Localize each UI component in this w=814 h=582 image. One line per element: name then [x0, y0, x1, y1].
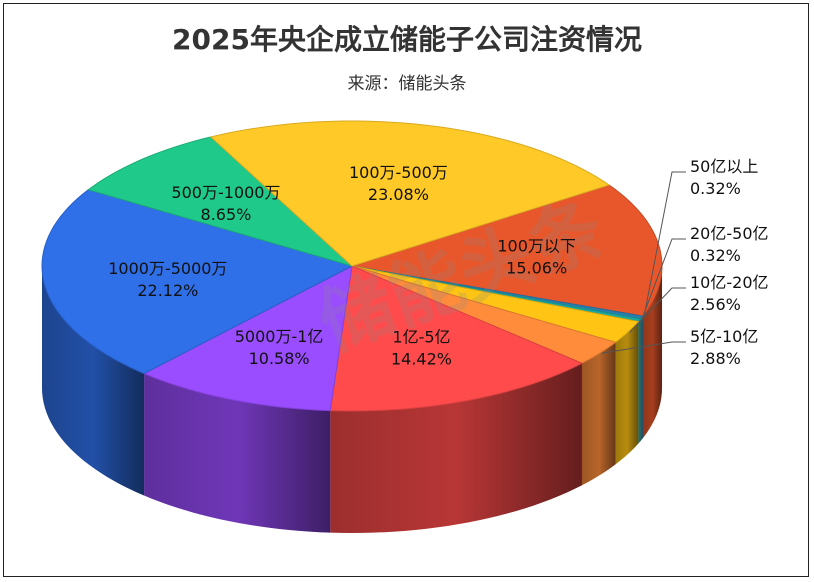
slice-percent-8: 8.65% — [201, 205, 252, 224]
pie-tops — [41, 120, 663, 412]
pie-side-shade-4 — [581, 342, 616, 486]
slice-percent-3: 2.56% — [690, 295, 741, 314]
pie-side-shade-5 — [330, 363, 582, 533]
pie-side-shade-1 — [640, 316, 643, 441]
pie-side-shade-0 — [642, 266, 662, 439]
slice-label-0: 100万以下 — [497, 237, 576, 256]
pie-sides — [42, 266, 662, 533]
slice-label-7: 1000万-5000万 — [108, 259, 227, 278]
slice-label-4: 5亿-10亿 — [690, 327, 758, 346]
slice-percent-1: 0.32% — [690, 179, 741, 198]
slice-label-9: 100万-500万 — [349, 163, 448, 182]
pie-slice-0 — [351, 184, 663, 317]
slice-percent-7: 22.12% — [137, 281, 198, 300]
slice-labels: 100万以下 15.06% 50亿以上 0.32% 20亿-50亿 0.32% 10亿-20… — [108, 157, 768, 369]
leader-line-4 — [601, 341, 686, 354]
slice-label-1: 50亿以上 — [690, 157, 758, 176]
leader-line-3 — [629, 287, 686, 333]
slice-label-8: 500万-1000万 — [171, 183, 280, 202]
slice-label-6: 5000万-1亿 — [235, 327, 324, 346]
chart-title: 2025年央企成立储能子公司注资情况 — [172, 23, 642, 56]
pie-slice-6 — [142, 265, 353, 412]
pie-side-shade-3 — [615, 321, 639, 465]
slice-percent-2: 0.32% — [690, 246, 741, 265]
pie-slice-8 — [87, 136, 353, 267]
slice-label-2: 20亿-50亿 — [690, 224, 769, 243]
slice-label-5: 1亿-5亿 — [392, 328, 450, 347]
pie-slice-3 — [351, 265, 640, 343]
slice-percent-9: 23.08% — [368, 185, 429, 204]
pie-slice-4 — [351, 265, 617, 364]
chart-frame — [3, 3, 809, 577]
slice-percent-5: 14.42% — [391, 350, 452, 369]
slice-percent-4: 2.88% — [690, 349, 741, 368]
pie-slice-5 — [329, 265, 584, 412]
slice-label-3: 10亿-20亿 — [690, 273, 769, 292]
leader-line-2 — [641, 238, 686, 321]
slice-percent-0: 15.06% — [506, 259, 567, 278]
leader-lines — [601, 171, 686, 354]
pie-slice-9 — [209, 120, 611, 267]
slice-percent-6: 10.58% — [249, 349, 310, 368]
pie-side-shade-7 — [42, 266, 145, 496]
chart-subtitle: 来源：储能头条 — [347, 74, 467, 94]
pie-slice-7 — [41, 189, 354, 375]
leader-line-1 — [643, 171, 686, 318]
pie-side-shade-6 — [144, 373, 331, 533]
pie-side-shade-2 — [638, 318, 641, 444]
